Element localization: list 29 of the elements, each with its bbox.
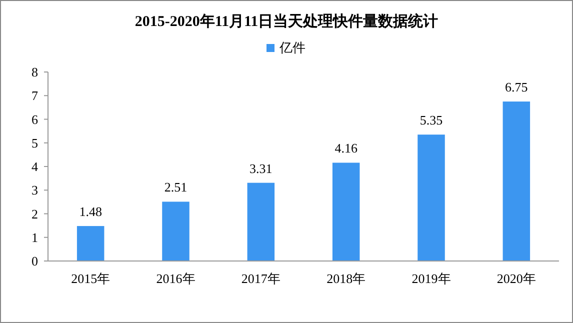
bar [162,202,190,261]
x-tick-label: 2016年 [156,271,196,286]
x-tick-label: 2017年 [241,271,280,286]
chart-title: 2015-2020年11月11日当天处理快件量数据统计 [134,13,438,30]
data-label: 5.35 [420,112,443,128]
y-tick-label: 0 [32,254,38,269]
y-tick-label: 1 [32,230,38,245]
y-tick-label: 3 [32,182,38,198]
y-tick-label: 2 [32,206,38,222]
bar [76,226,104,261]
data-label: 4.16 [334,140,358,156]
x-tick-label: 2019年 [412,271,451,286]
bar [247,182,275,261]
x-tick-label: 2020年 [496,271,536,286]
data-label: 1.48 [79,204,102,220]
y-tick-label: 7 [32,88,38,104]
data-label: 2.51 [164,180,188,195]
bar [332,162,360,261]
y-tick-label: 4 [32,159,38,174]
x-tick-label: 2015年 [71,271,110,286]
y-tick-label: 5 [32,135,38,150]
bar [418,134,445,261]
data-label: 6.75 [505,80,528,95]
legend-label: 亿件 [278,41,306,56]
x-tick-label: 2018年 [326,271,366,286]
y-tick-label: 6 [32,112,38,127]
y-tick-label: 8 [32,64,38,80]
bar [502,102,530,261]
data-label: 3.31 [250,160,272,176]
